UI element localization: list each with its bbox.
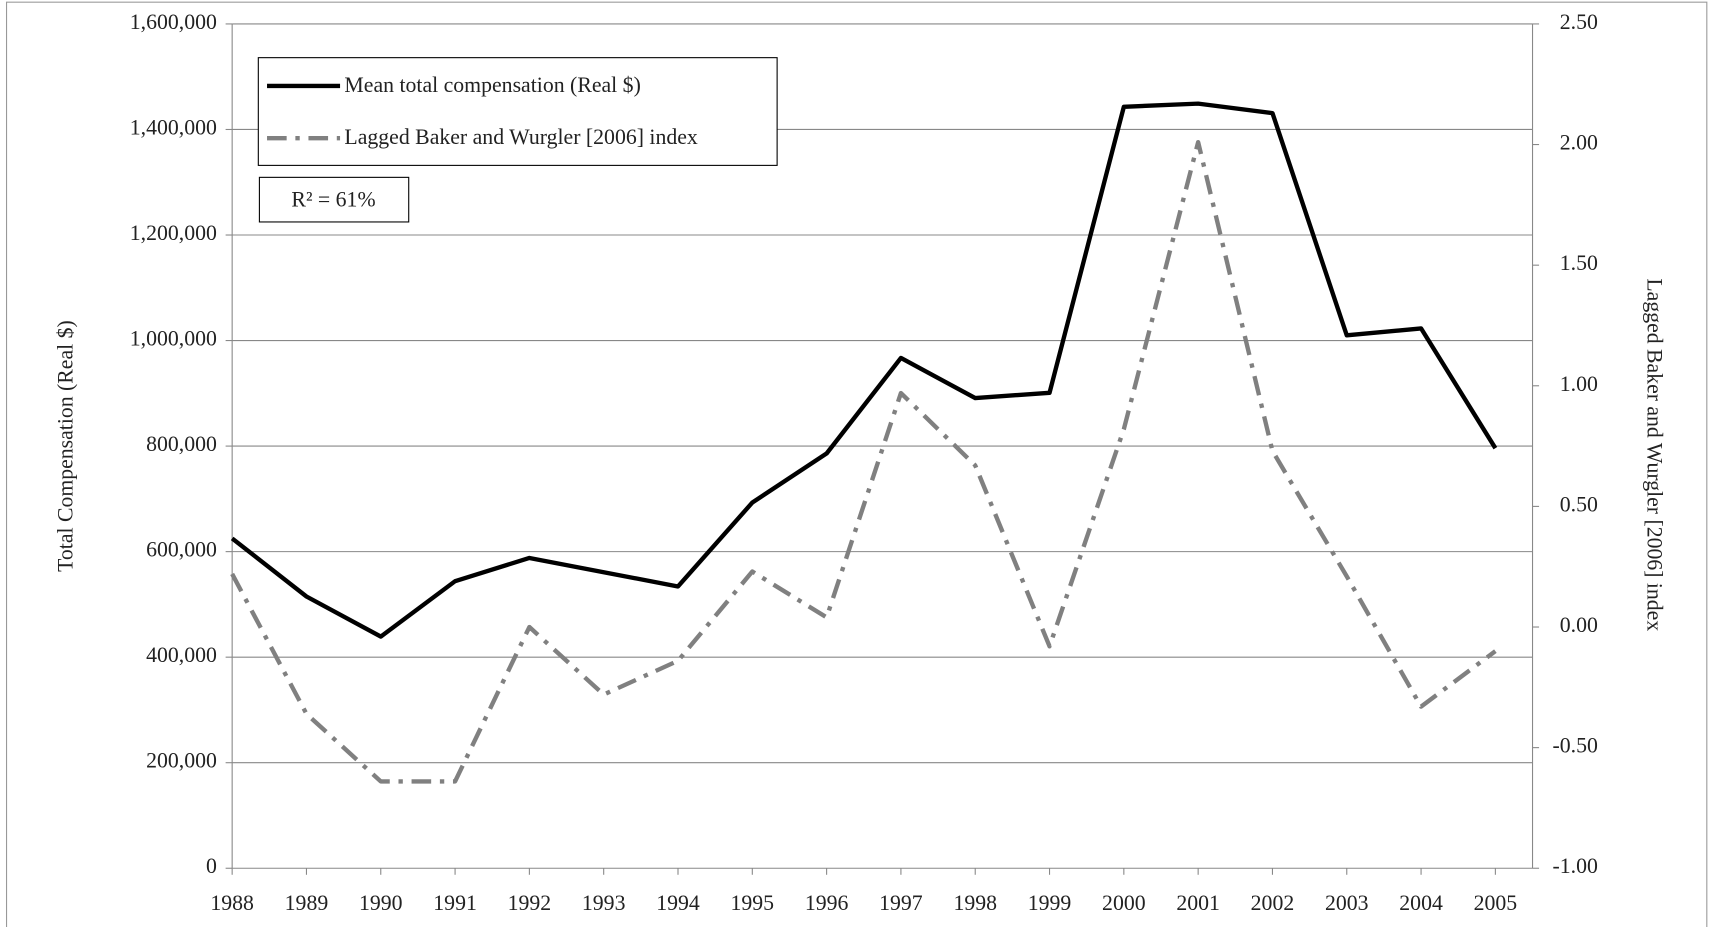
x-tick-label: 1998 (953, 891, 997, 915)
x-tick-label: 1991 (433, 891, 477, 915)
legend: Mean total compensation (Real $) Lagged … (257, 57, 778, 166)
y2-axis-label: Lagged Baker and Wurgler [2006] index (1642, 278, 1666, 631)
x-tick-label: 1990 (359, 891, 403, 915)
legend-box (257, 57, 778, 166)
y-tick-label: 1,200,000 (130, 221, 217, 245)
y2-tick-label: 0.50 (1560, 492, 1598, 516)
x-tick-label: 1993 (582, 891, 626, 915)
y-tick-label: 1,600,000 (130, 10, 217, 34)
y-tick-label: 400,000 (146, 643, 217, 667)
x-tick-label: 1994 (656, 891, 700, 915)
y2-tick-label: -0.50 (1553, 734, 1598, 758)
y-tick-label: 0 (206, 854, 217, 878)
x-tick-label: 1996 (805, 891, 849, 915)
y2-tick-label: -1.00 (1553, 854, 1598, 878)
x-tick-label: 1988 (210, 891, 254, 915)
annotation: R² = 61% (291, 187, 375, 211)
chart-border (5, 1, 1708, 927)
annotation-box (258, 176, 410, 223)
series-line (230, 101, 1498, 639)
x-tick-label: 1999 (1028, 891, 1072, 915)
y2-tick-label: 2.50 (1560, 10, 1598, 34)
y2-tick-label: 2.00 (1560, 131, 1598, 155)
x-tick-label: 2000 (1102, 891, 1146, 915)
y-tick-label: 200,000 (146, 749, 217, 773)
x-tick-label: 2004 (1399, 891, 1443, 915)
y2-tick-label: 0.00 (1560, 613, 1598, 637)
x-tick-label: 1995 (731, 891, 775, 915)
y-tick-label: 600,000 (146, 538, 217, 562)
plot: 0 200,000 400,000 600,000 800,000 1,000,000 1,… (130, 10, 1598, 915)
y-axis-label: Total Compensation (Real $) (54, 320, 78, 572)
series-line (230, 139, 1497, 784)
x-tick-label: 2005 (1474, 891, 1518, 915)
y-tick-label: 1,000,000 (130, 327, 217, 351)
legend-label: Lagged Baker and Wurgler [2006] index (344, 125, 698, 149)
x-tick-label: 2003 (1325, 891, 1369, 915)
legend-label: Mean total compensation (Real $) (344, 73, 640, 97)
y-tick-label: 1,400,000 (130, 115, 217, 139)
x-tick-label: 1997 (879, 891, 923, 915)
x-tick-label: 1989 (285, 891, 329, 915)
y-tick-label: 800,000 (146, 432, 217, 456)
x-tick-label: 1992 (508, 891, 552, 915)
y2-tick-label: 1.50 (1560, 251, 1598, 275)
x-tick-label: 2002 (1251, 891, 1295, 915)
y2-tick-label: 1.00 (1560, 372, 1598, 396)
x-tick-label: 2001 (1176, 891, 1220, 915)
